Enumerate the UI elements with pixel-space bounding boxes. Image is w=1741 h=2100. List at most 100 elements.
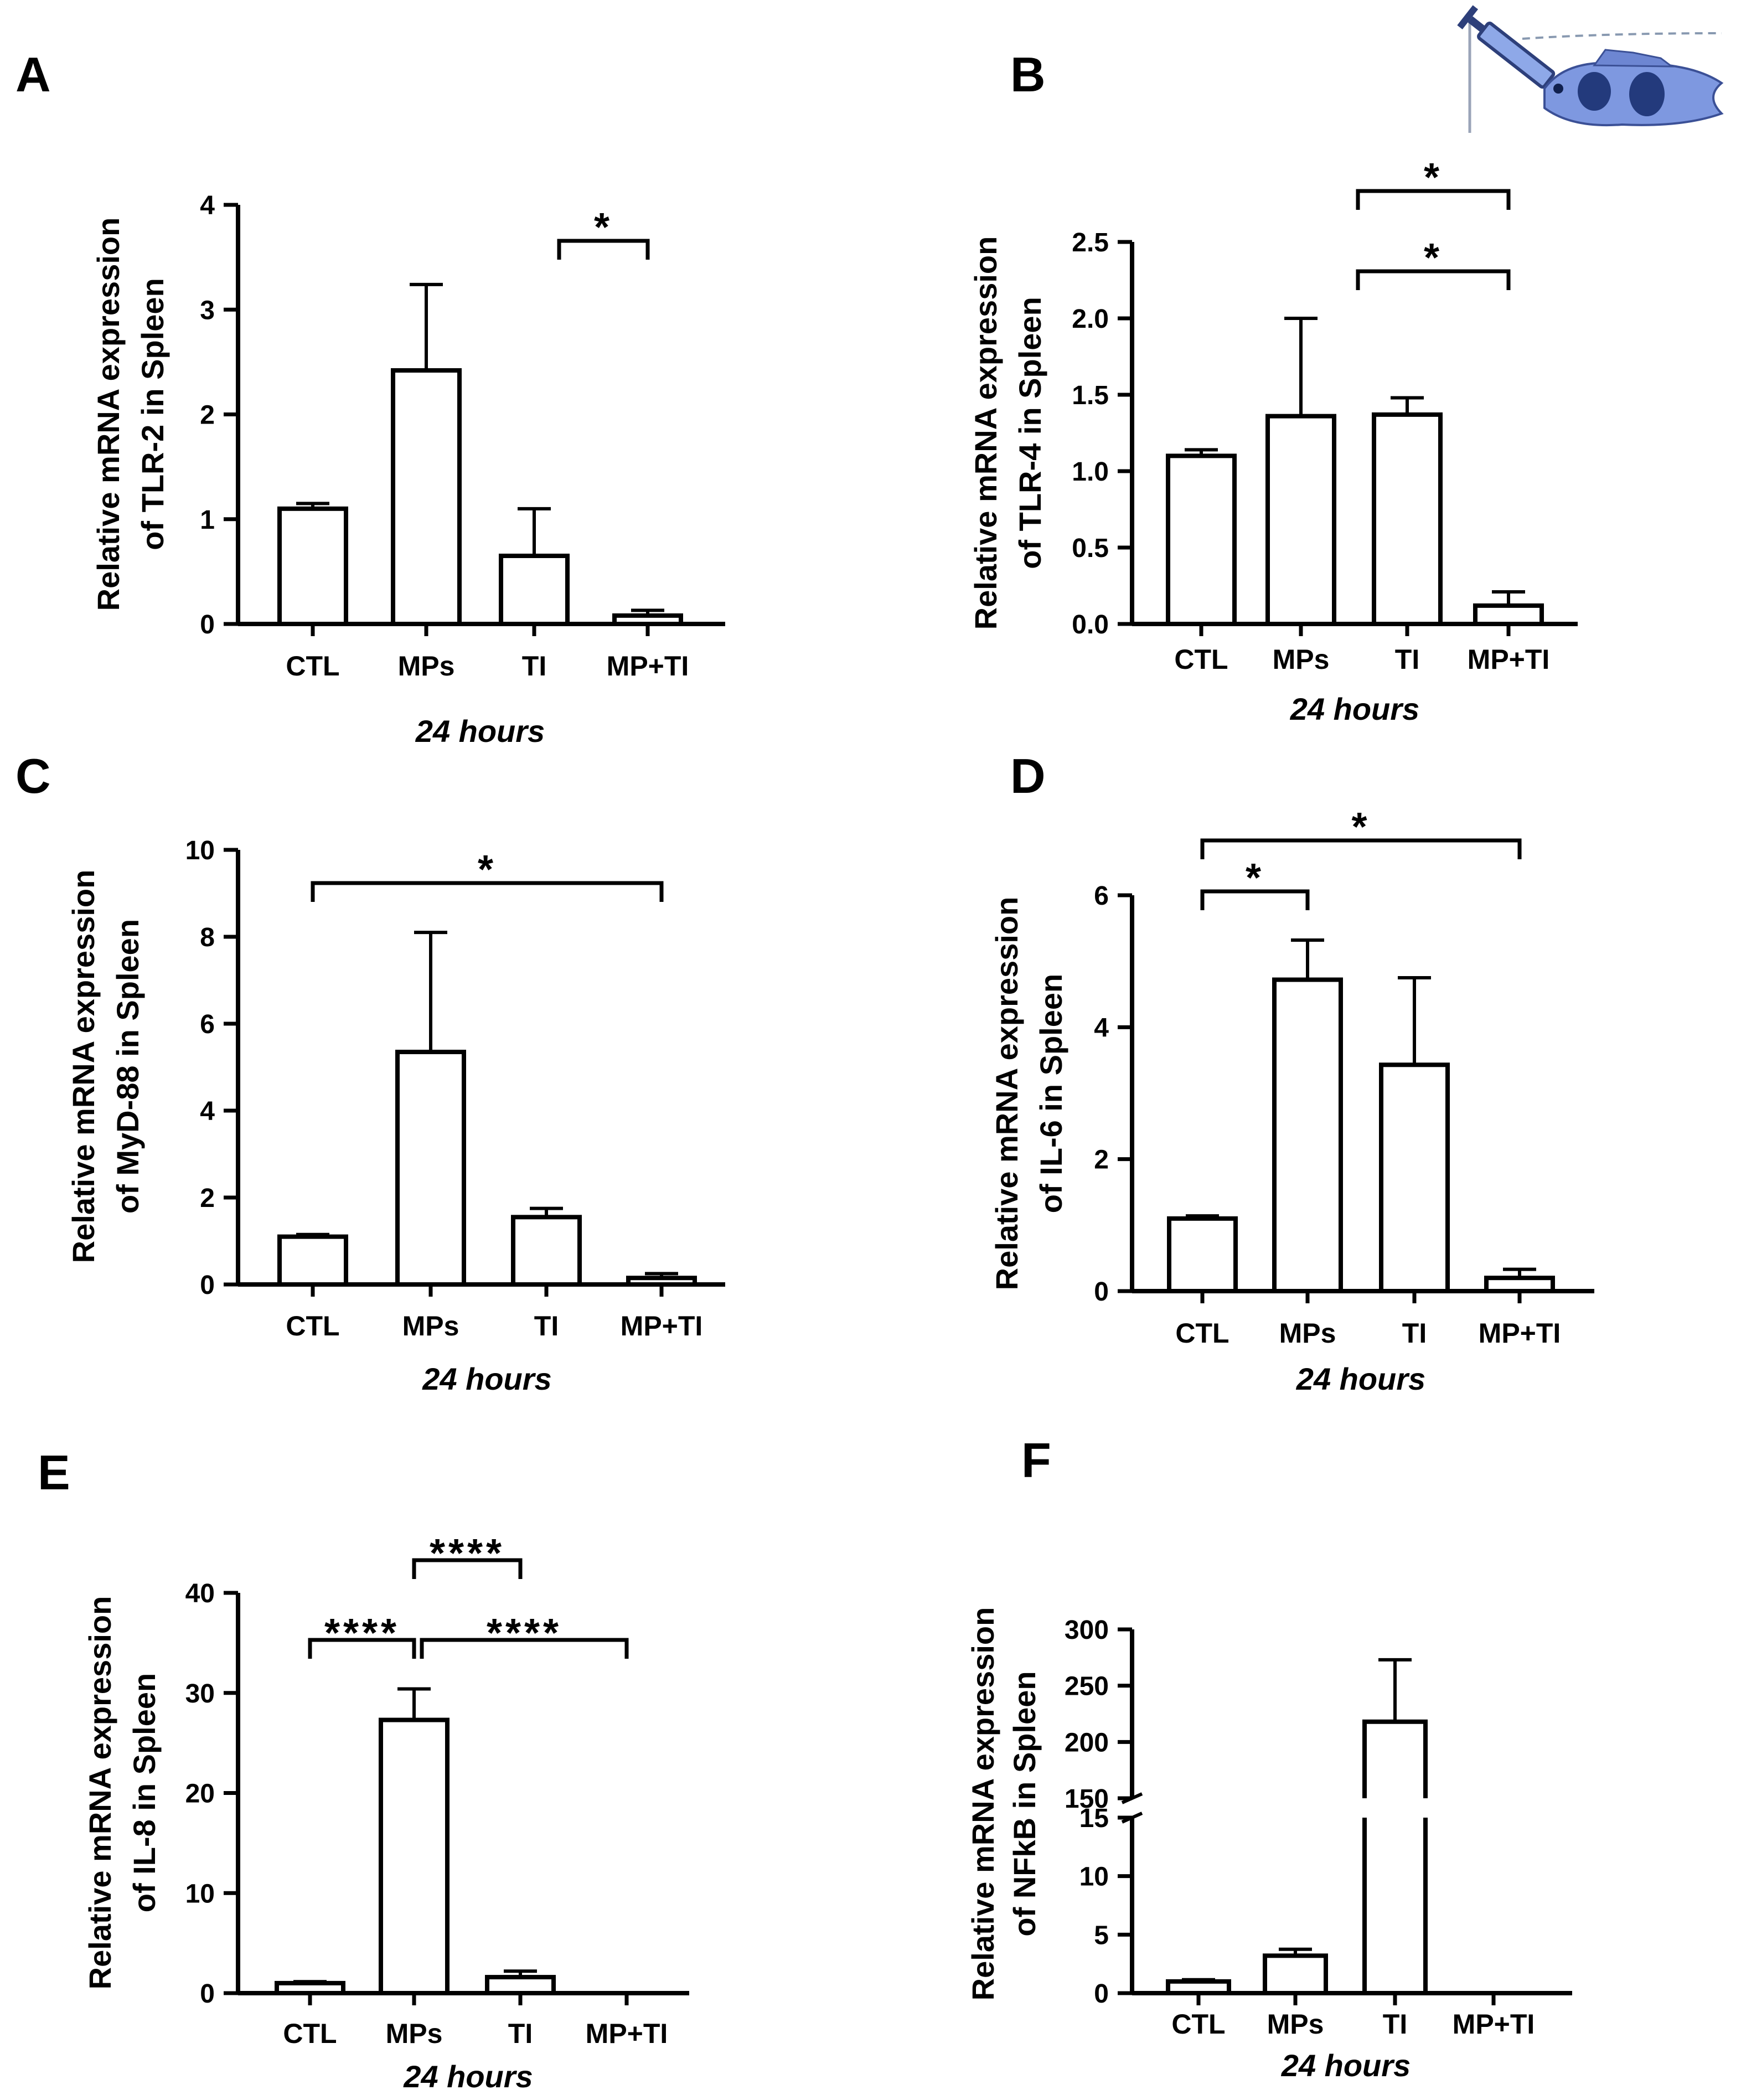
syringe-fish-injection-icon	[1457, 5, 1724, 133]
x-tick-label: MPs	[386, 2018, 443, 2049]
y-tick-label: 20	[185, 1779, 215, 1809]
y-tick-label: 1.5	[1072, 381, 1109, 410]
significance-bracket	[557, 239, 650, 260]
y-tick-label: 8	[200, 923, 215, 952]
bar	[1272, 977, 1343, 1293]
x-tick-label: CTL	[1174, 644, 1228, 675]
y-tick-label: 6	[1094, 881, 1109, 911]
y-axis-title: of NFkB in Spleen	[1007, 1671, 1042, 1936]
x-tick-label: TI	[1402, 1318, 1427, 1349]
y-tick-label: 0	[200, 1979, 215, 2009]
y-axis-title: of TLR-4 in Spleen	[1012, 297, 1047, 569]
x-tick-label: CTL	[286, 651, 339, 682]
x-axis-title: 24 hours	[422, 1361, 551, 1396]
bar	[626, 1276, 697, 1287]
significance-label: *	[1424, 156, 1443, 200]
significance-bracket	[311, 881, 664, 902]
x-tick-label: MP+TI	[586, 2018, 668, 2049]
x-axis-title: 24 hours	[1281, 2048, 1411, 2083]
y-tick-label: 0	[200, 1271, 215, 1300]
bar	[1473, 603, 1544, 627]
y-tick-label: 15	[1079, 1804, 1109, 1833]
y-tick-label: 2	[200, 1184, 215, 1213]
bar	[379, 1717, 450, 1995]
x-tick-label: MP+TI	[1453, 2009, 1535, 2040]
y-tick-label: 2	[200, 401, 215, 430]
y-tick-label: 10	[185, 836, 215, 865]
x-tick-label: TI	[1383, 2009, 1407, 2040]
significance-bracket	[1356, 189, 1511, 210]
bar	[1265, 414, 1336, 626]
bar	[499, 553, 570, 626]
bar	[1263, 1953, 1328, 1995]
x-tick-label: TI	[522, 651, 546, 682]
y-tick-label: 10	[185, 1879, 215, 1908]
y-tick-label: 0.0	[1072, 610, 1109, 639]
significance-bracket	[1200, 889, 1310, 910]
x-tick-label: MPs	[1273, 644, 1330, 675]
x-tick-label: MP+TI	[607, 651, 689, 682]
axis-break-mark	[1121, 1812, 1143, 1824]
x-tick-label: TI	[534, 1310, 559, 1341]
chart-panel-c: C Relative mRNA expression of MyD-88 in S…	[16, 749, 725, 1396]
y-tick-label: 3	[200, 296, 215, 325]
significance-label: *	[1246, 856, 1264, 900]
panel-label-d: D	[1010, 749, 1046, 803]
bar	[1167, 1216, 1238, 1294]
y-tick-label: 0	[200, 610, 215, 639]
y-axis-title: of IL-6 in Spleen	[1034, 974, 1068, 1213]
y-tick-label: 2.0	[1072, 305, 1109, 334]
y-tick-label: 0	[1094, 1277, 1109, 1307]
bar	[395, 1050, 466, 1287]
y-tick-label: 150	[1065, 1784, 1109, 1814]
significance-label: *	[478, 848, 497, 892]
x-axis-title: 24 hours	[1296, 1361, 1425, 1396]
x-axis-title: 24 hours	[1290, 692, 1419, 726]
y-tick-label: 1	[200, 505, 215, 535]
y-axis-title: Relative mRNA expression	[82, 1596, 117, 1990]
y-tick-label: 250	[1065, 1672, 1109, 1701]
y-tick-label: 300	[1065, 1616, 1109, 1645]
bar	[1484, 1276, 1555, 1294]
x-axis-title: 24 hours	[415, 714, 545, 749]
y-tick-label: 4	[200, 191, 215, 220]
axis-break-mark	[1121, 1792, 1143, 1804]
y-tick-label: 1.0	[1072, 457, 1109, 487]
y-tick-label: 2.5	[1072, 228, 1109, 257]
chart-panel-b: B Relative mRNA expression of TLR-4 in Sp…	[968, 47, 1578, 726]
chart-panel-f: F Relative mRNA expression of NFkB in Spl…	[965, 1433, 1572, 2083]
x-tick-label: MPs	[1267, 2009, 1324, 2040]
y-tick-label: 0.5	[1072, 534, 1109, 563]
significance-label: *	[1351, 805, 1370, 849]
x-tick-label: TI	[1395, 644, 1419, 675]
significance-bracket	[308, 1638, 416, 1659]
x-tick-label: CTL	[1175, 1318, 1229, 1349]
x-axis-title: 24 hours	[403, 2059, 533, 2094]
bar	[275, 1980, 345, 1996]
significance-label: ****	[324, 1611, 400, 1655]
bar	[511, 1215, 582, 1287]
bar	[391, 368, 462, 626]
y-tick-label: 2	[1094, 1146, 1109, 1175]
bar	[1372, 412, 1443, 626]
y-axis-title: Relative mRNA expression	[989, 897, 1024, 1291]
chart-panel-a: A Relative mRNA expression of TLR-2 in Sp…	[16, 47, 725, 749]
chart-panel-e: E Relative mRNA expression of IL-8 in Spl…	[38, 1445, 689, 2094]
significance-label: *	[594, 205, 613, 250]
significance-bracket	[420, 1638, 629, 1659]
bar	[485, 1975, 556, 1996]
y-axis-title: of TLR-2 in Spleen	[135, 278, 170, 550]
panel-label-e: E	[38, 1445, 70, 1500]
bar	[1166, 1979, 1231, 1996]
y-axis-title: Relative mRNA expression	[66, 870, 101, 1263]
x-tick-label: CTL	[283, 2018, 337, 2049]
y-axis-title: Relative mRNA expression	[965, 1607, 1000, 2001]
bar	[1166, 453, 1237, 627]
x-tick-label: CTL	[1171, 2009, 1225, 2040]
y-axis-title: Relative mRNA expression	[968, 236, 1003, 630]
panel-label-f: F	[1021, 1433, 1051, 1488]
y-tick-label: 30	[185, 1679, 215, 1709]
x-tick-label: MP+TI	[1468, 644, 1550, 675]
panel-label-b: B	[1010, 47, 1046, 102]
